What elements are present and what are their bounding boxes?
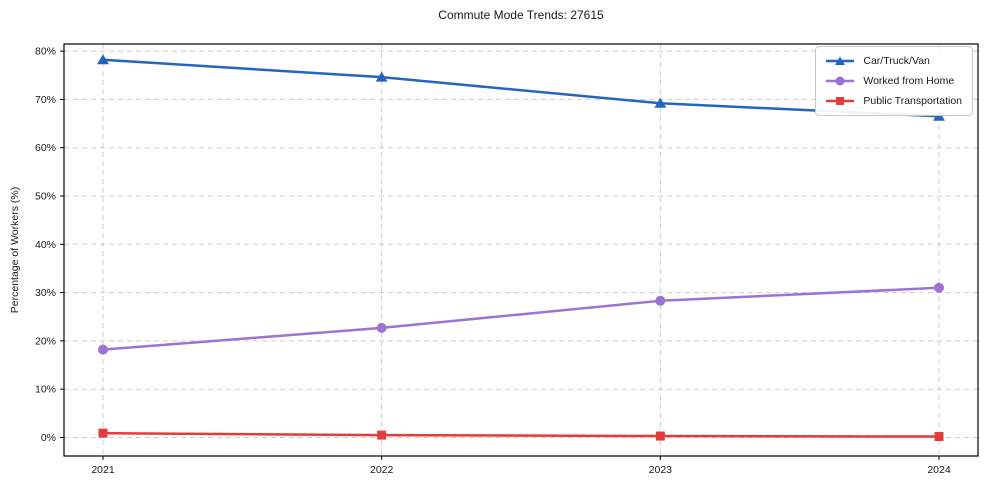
circle-marker: [98, 344, 108, 355]
legend-label: Car/Truck/Van: [863, 55, 930, 67]
square-swatch-icon: [826, 97, 855, 105]
triangle-marker: [375, 71, 388, 82]
circle-marker: [655, 295, 666, 306]
chart-title: Commute Mode Trends: 27615: [438, 8, 604, 22]
series-line-public-transportation: [101, 431, 941, 438]
x-tick-label: 2021: [91, 464, 115, 476]
y-tick-label: 50%: [35, 191, 56, 203]
x-tick-label: 2024: [927, 464, 951, 476]
y-tick-label: 60%: [35, 142, 56, 154]
x-tick-label: 2023: [649, 464, 673, 476]
y-tick-label: 70%: [35, 94, 56, 106]
x-tick-label: 2022: [370, 464, 394, 476]
legend-item-worked-from-home: Worked from Home: [824, 72, 962, 90]
triangle-marker: [97, 54, 109, 65]
y-axis-label: Percentage of Workers (%): [9, 186, 21, 314]
legend-item-car-truck-van: Car/Truck/Van: [824, 52, 962, 70]
triangle-marker: [654, 97, 667, 108]
square-marker: [934, 432, 944, 442]
legend-item-public-transportation: Public Transportation: [824, 92, 962, 110]
legend-label: Public Transportation: [863, 95, 962, 107]
circle-swatch-icon: [826, 76, 855, 86]
y-tick-label: 30%: [35, 287, 56, 299]
legend: Car/Truck/Van Worked from Home Public Tran…: [815, 46, 973, 116]
square-marker: [377, 430, 387, 440]
y-tick-label: 10%: [35, 384, 56, 396]
triangle-swatch-icon: [826, 56, 855, 65]
y-tick-label: 40%: [35, 239, 56, 251]
y-tick-label: 80%: [35, 46, 56, 58]
plot-border: [63, 43, 979, 457]
circle-marker: [376, 322, 387, 333]
square-marker: [98, 428, 108, 438]
series-line-car-truck-van: [101, 58, 941, 118]
series-line-worked-from-home: [101, 286, 941, 351]
legend-label: Worked from Home: [863, 75, 955, 87]
y-tick-label: 20%: [35, 335, 56, 347]
circle-marker: [934, 282, 944, 293]
y-tick-label: 0%: [41, 432, 56, 444]
square-marker: [655, 431, 665, 441]
